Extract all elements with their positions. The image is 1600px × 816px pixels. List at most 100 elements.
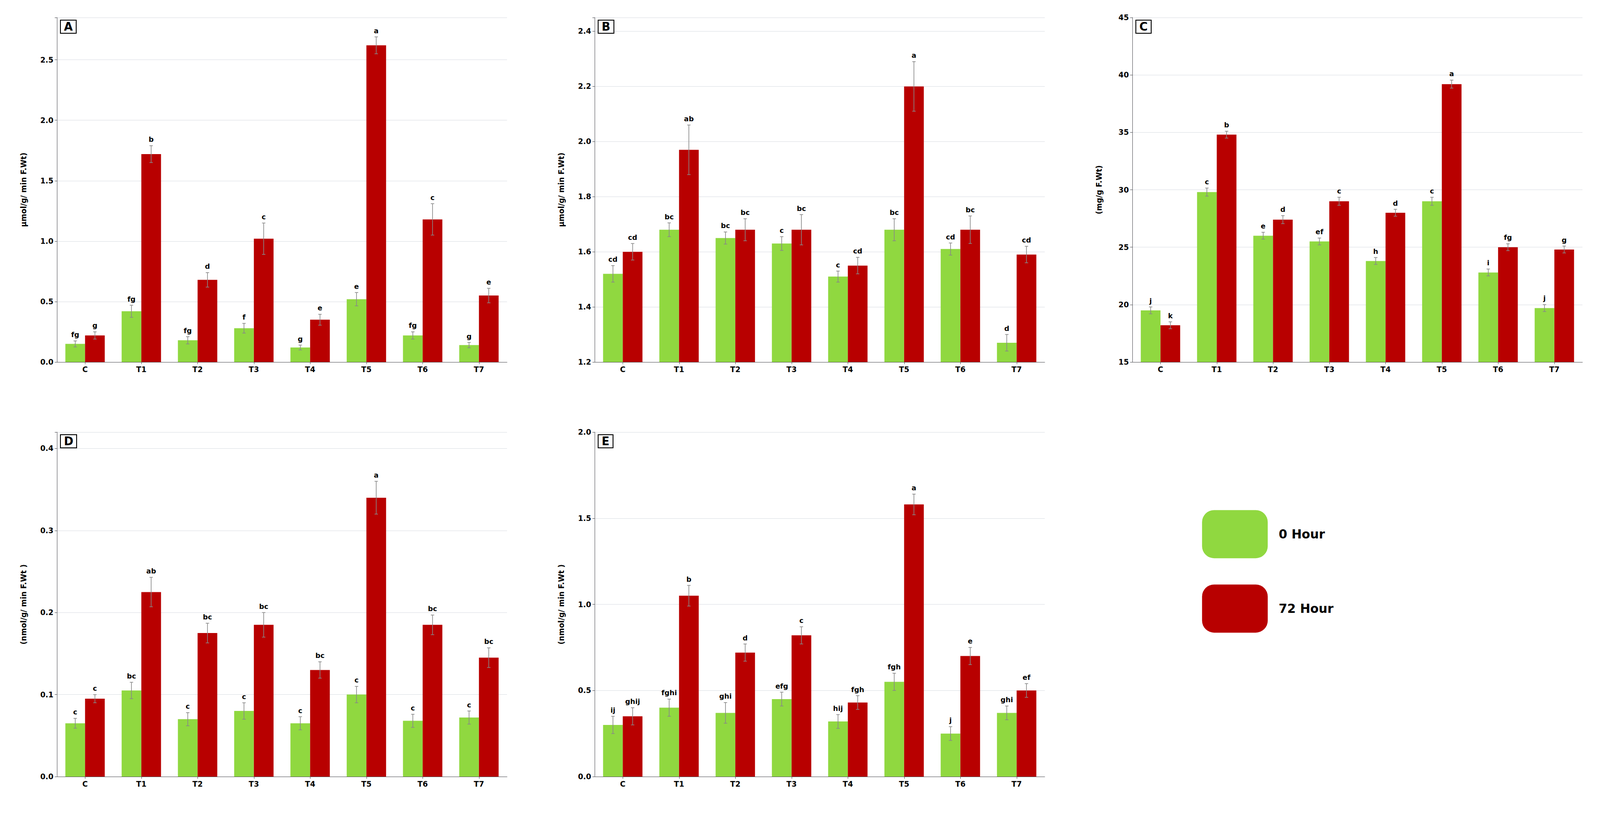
svg-text:bc: bc (889, 208, 899, 217)
svg-text:0.4: 0.4 (40, 444, 54, 453)
svg-text:ab: ab (683, 114, 694, 124)
svg-text:1.2: 1.2 (577, 357, 592, 367)
svg-text:T4: T4 (1380, 365, 1392, 374)
svg-text:(nmol/g/ min F.Wt ): (nmol/g/ min F.Wt ) (556, 564, 566, 645)
svg-text:E: E (601, 434, 610, 448)
svg-text:1.4: 1.4 (577, 302, 592, 312)
svg-text:2.0: 2.0 (577, 137, 592, 146)
svg-text:bc: bc (965, 205, 975, 215)
svg-text:1.6: 1.6 (577, 247, 592, 257)
svg-text:e: e (1260, 222, 1266, 231)
svg-text:g: g (92, 321, 98, 330)
svg-text:bc: bc (796, 204, 807, 213)
svg-text:a: a (911, 51, 917, 60)
svg-text:72 Hour: 72 Hour (1278, 601, 1334, 617)
svg-text:A: A (63, 20, 73, 34)
svg-text:0.5: 0.5 (577, 686, 592, 695)
svg-text:1.5: 1.5 (577, 514, 592, 523)
svg-text:fgh: fgh (851, 685, 865, 695)
svg-text:T4: T4 (842, 779, 854, 789)
svg-text:c: c (835, 260, 840, 270)
svg-text:T3: T3 (248, 365, 259, 374)
svg-text:efg: efg (775, 682, 789, 691)
svg-text:a: a (911, 483, 917, 493)
svg-text:T5: T5 (361, 365, 372, 374)
svg-text:d: d (204, 262, 210, 271)
svg-text:35: 35 (1118, 127, 1129, 137)
svg-text:ij: ij (610, 706, 616, 715)
svg-text:T2: T2 (730, 779, 741, 789)
svg-text:j: j (948, 716, 952, 725)
svg-text:T6: T6 (1493, 365, 1504, 374)
svg-text:30: 30 (1118, 185, 1129, 195)
svg-text:d: d (742, 634, 748, 643)
svg-text:b: b (1224, 120, 1230, 130)
svg-text:C: C (620, 779, 626, 789)
svg-text:T5: T5 (1436, 365, 1447, 374)
svg-text:e: e (967, 637, 973, 646)
svg-text:ghi: ghi (719, 692, 732, 701)
svg-text:c: c (410, 704, 415, 713)
svg-text:bc: bc (740, 208, 750, 217)
svg-text:20: 20 (1118, 300, 1129, 310)
svg-text:c: c (92, 684, 97, 693)
svg-text:T7: T7 (1011, 365, 1022, 374)
svg-text:h: h (1373, 247, 1378, 256)
svg-text:g: g (297, 334, 303, 344)
svg-text:ef: ef (1315, 227, 1324, 237)
svg-text:c: c (1430, 186, 1435, 196)
svg-text:ef: ef (1022, 673, 1031, 682)
svg-text:e: e (354, 282, 360, 291)
svg-text:D: D (63, 434, 74, 448)
svg-text:fg: fg (183, 326, 192, 335)
svg-text:T1: T1 (673, 365, 684, 374)
svg-text:μmol/g/ min F.Wt): μmol/g/ min F.Wt) (19, 152, 29, 227)
svg-text:T6: T6 (955, 779, 966, 789)
svg-text:i: i (1487, 258, 1490, 268)
svg-text:fg: fg (1504, 233, 1512, 242)
svg-text:ghij: ghij (625, 697, 641, 706)
svg-text:C: C (1139, 20, 1148, 34)
svg-text:T6: T6 (417, 779, 428, 789)
svg-text:0.1: 0.1 (40, 690, 54, 700)
svg-text:2.0: 2.0 (577, 427, 592, 437)
svg-text:fghi: fghi (661, 688, 677, 698)
svg-text:a: a (373, 26, 379, 36)
svg-text:T3: T3 (1324, 365, 1335, 374)
svg-text:C: C (82, 779, 88, 789)
svg-text:T7: T7 (473, 365, 484, 374)
svg-text:d: d (1392, 199, 1398, 208)
svg-text:j: j (1543, 294, 1546, 303)
svg-text:bc: bc (126, 672, 137, 681)
svg-text:b: b (686, 575, 692, 584)
svg-text:T1: T1 (1211, 365, 1222, 374)
svg-text:15: 15 (1118, 357, 1129, 367)
svg-text:2.4: 2.4 (577, 26, 592, 36)
svg-text:d: d (1280, 205, 1286, 214)
svg-text:e: e (317, 303, 323, 313)
svg-text:T4: T4 (305, 779, 316, 789)
svg-text:a: a (1449, 69, 1455, 78)
svg-text:d: d (1004, 324, 1010, 333)
svg-text:fg: fg (408, 321, 417, 330)
svg-text:k: k (1167, 311, 1173, 321)
svg-text:T2: T2 (192, 779, 203, 789)
svg-text:(mg/g F.Wt): (mg/g F.Wt) (1094, 165, 1104, 215)
svg-text:1.8: 1.8 (577, 192, 592, 201)
svg-text:T5: T5 (361, 779, 372, 789)
svg-text:40: 40 (1118, 70, 1129, 80)
svg-text:cd: cd (608, 255, 618, 264)
svg-text:fg: fg (71, 330, 80, 339)
svg-text:bc: bc (664, 212, 674, 222)
svg-text:T7: T7 (1549, 365, 1560, 374)
svg-text:j: j (1148, 296, 1152, 306)
svg-text:0.0: 0.0 (40, 772, 54, 782)
svg-text:T2: T2 (1268, 365, 1279, 374)
svg-text:a: a (373, 471, 379, 480)
svg-text:T2: T2 (192, 365, 203, 374)
svg-text:0.5: 0.5 (40, 297, 54, 307)
svg-text:c: c (799, 616, 804, 625)
svg-text:T5: T5 (898, 779, 910, 789)
svg-text:T4: T4 (305, 365, 316, 374)
svg-text:c: c (779, 226, 784, 235)
